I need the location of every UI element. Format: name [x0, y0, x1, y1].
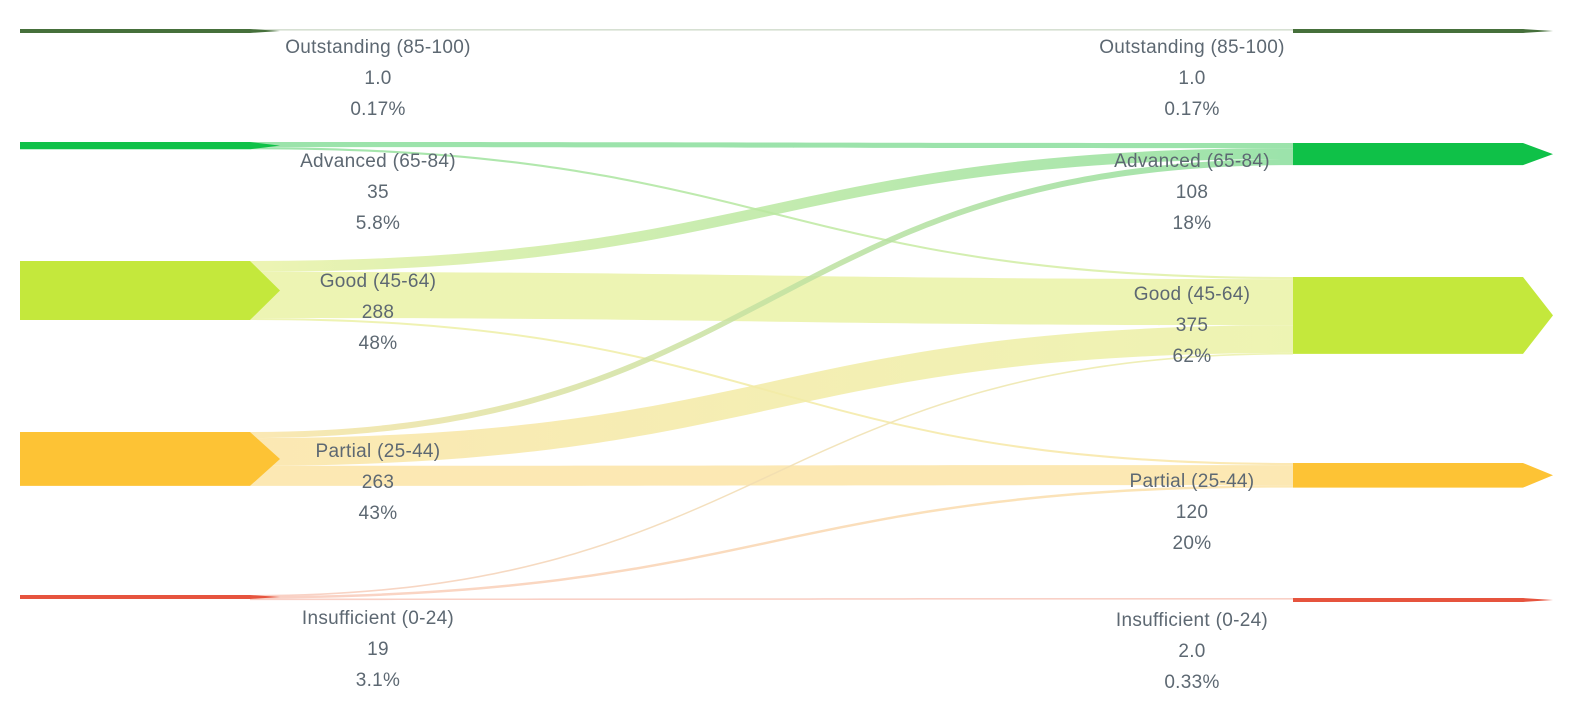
node-percent-left-advanced: 5.8%: [356, 213, 401, 234]
node-percent-right-partial: 20%: [1173, 533, 1212, 554]
node-value-right-insufficient: 2.0: [1178, 641, 1205, 662]
node-label-right-good: Good (45-64): [1134, 284, 1251, 305]
sankey-node-left-advanced[interactable]: [20, 142, 280, 150]
node-value-left-partial: 263: [362, 472, 395, 493]
node-value-right-outstanding: 1.0: [1178, 68, 1205, 89]
node-value-right-advanced: 108: [1176, 182, 1209, 203]
sankey-link-good-advanced[interactable]: [250, 148, 1293, 272]
sankey-link-insufficient-insufficient[interactable]: [250, 598, 1293, 601]
node-value-right-partial: 120: [1176, 502, 1209, 523]
node-percent-right-good: 62%: [1173, 346, 1212, 367]
sankey-link-partial-advanced[interactable]: [250, 159, 1293, 439]
sankey-link-insufficient-good[interactable]: [250, 352, 1293, 597]
sankey-node-right-good[interactable]: [1293, 277, 1553, 354]
node-label-right-outstanding: Outstanding (85-100): [1099, 37, 1285, 58]
node-percent-right-insufficient: 0.33%: [1164, 672, 1219, 693]
sankey-link-advanced-advanced[interactable]: [250, 142, 1293, 149]
node-value-left-outstanding: 1.0: [364, 68, 391, 89]
node-percent-left-insufficient: 3.1%: [356, 670, 401, 691]
node-label-left-partial: Partial (25-44): [316, 441, 441, 462]
sankey-link-outstanding-outstanding[interactable]: [250, 29, 1293, 31]
links-layer: [250, 29, 1293, 601]
sankey-node-right-partial[interactable]: [1293, 463, 1553, 488]
node-value-left-good: 288: [362, 302, 395, 323]
sankey-node-left-partial[interactable]: [20, 432, 280, 486]
node-percent-right-advanced: 18%: [1173, 213, 1212, 234]
node-label-right-partial: Partial (25-44): [1130, 471, 1255, 492]
node-value-left-insufficient: 19: [367, 639, 389, 660]
node-percent-left-good: 48%: [359, 333, 398, 354]
node-label-right-insufficient: Insufficient (0-24): [1116, 610, 1268, 631]
nodes-layer: [20, 29, 1553, 602]
sankey-node-left-insufficient[interactable]: [20, 595, 280, 599]
sankey-link-insufficient-partial[interactable]: [250, 485, 1293, 599]
node-value-right-good: 375: [1176, 315, 1209, 336]
labels-layer: Outstanding (85-100) 1.0 0.17% Advanced (65…: [285, 37, 1285, 693]
sankey-node-left-outstanding[interactable]: [20, 29, 280, 33]
node-label-right-advanced: Advanced (65-84): [1114, 151, 1270, 172]
node-percent-left-outstanding: 0.17%: [350, 99, 405, 120]
sankey-node-right-advanced[interactable]: [1293, 143, 1553, 166]
sankey-node-left-good[interactable]: [20, 261, 280, 320]
node-label-left-insufficient: Insufficient (0-24): [302, 608, 454, 629]
node-percent-right-outstanding: 0.17%: [1164, 99, 1219, 120]
node-label-left-outstanding: Outstanding (85-100): [285, 37, 471, 58]
sankey-link-partial-good[interactable]: [250, 325, 1293, 466]
node-percent-left-partial: 43%: [359, 503, 398, 524]
node-value-left-advanced: 35: [367, 182, 389, 203]
node-label-left-good: Good (45-64): [320, 271, 437, 292]
node-label-left-advanced: Advanced (65-84): [300, 151, 456, 172]
sankey-node-right-outstanding[interactable]: [1293, 29, 1553, 33]
sankey-node-right-insufficient[interactable]: [1293, 598, 1553, 602]
